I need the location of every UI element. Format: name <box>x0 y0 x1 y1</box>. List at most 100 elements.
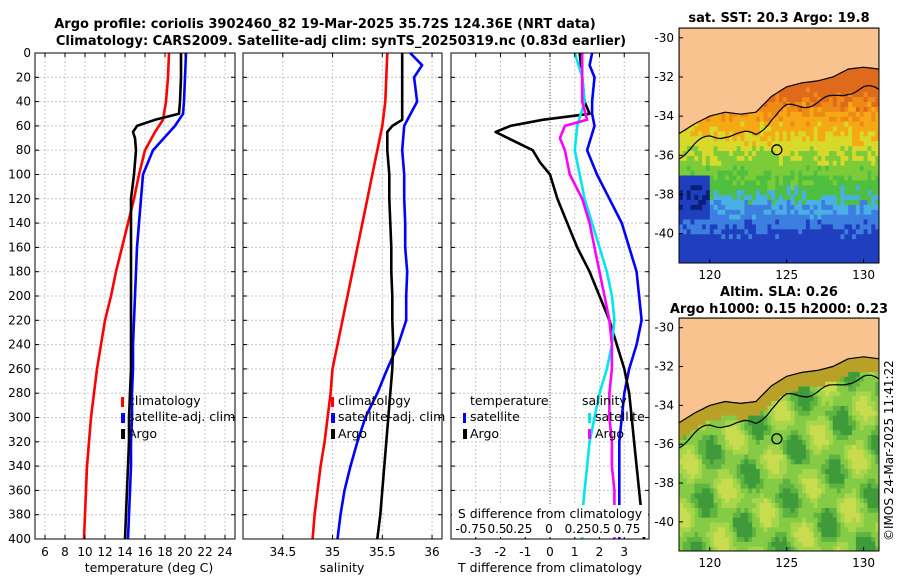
map-cell <box>805 204 811 210</box>
map-cell <box>763 150 769 156</box>
map-cell <box>755 121 761 127</box>
map-cell <box>729 199 734 205</box>
map-cell <box>875 458 879 465</box>
map-cell <box>686 228 692 235</box>
map-cell <box>817 526 822 533</box>
map-cell <box>771 209 776 215</box>
map-cell <box>694 526 699 533</box>
map-cell <box>859 453 865 460</box>
map-cell <box>859 218 865 225</box>
map-cell <box>767 478 772 484</box>
map-cell <box>802 395 807 402</box>
map-cell <box>802 253 807 259</box>
map-cell <box>844 521 849 528</box>
map-cell <box>775 130 780 137</box>
map-cell <box>682 463 688 470</box>
map-cell <box>871 546 876 551</box>
map-cell <box>725 233 730 240</box>
map-cell <box>840 468 845 474</box>
map-cell <box>867 487 872 494</box>
map-cell <box>786 507 792 513</box>
map-cell <box>844 473 849 479</box>
map-cell <box>717 228 722 235</box>
map-cell <box>867 91 872 98</box>
map-cell <box>855 199 861 205</box>
map-cell <box>875 415 879 421</box>
map-cell <box>852 483 857 489</box>
map-cell <box>744 130 749 137</box>
map-cell <box>690 492 695 499</box>
map-cell <box>805 517 811 523</box>
map-cell <box>713 405 719 411</box>
map-cell <box>759 517 765 523</box>
map-cell <box>829 140 834 147</box>
map-cell <box>767 395 772 402</box>
map-cell <box>682 444 688 450</box>
map-cell <box>740 429 745 436</box>
map-cell <box>767 439 772 445</box>
map-cell <box>759 526 765 533</box>
map-cell <box>759 483 765 489</box>
map-cell <box>813 258 819 263</box>
map-cell <box>825 145 830 151</box>
map-cell <box>829 253 834 259</box>
map-cell <box>725 453 730 460</box>
map-cell <box>798 184 803 191</box>
map-cell <box>840 492 845 499</box>
map-cell <box>713 458 719 465</box>
map-cell <box>786 473 792 479</box>
map-cell <box>836 140 842 147</box>
map-cell <box>809 400 815 406</box>
map-cell <box>863 86 869 93</box>
map-cell <box>732 238 738 244</box>
map-cell <box>752 150 757 156</box>
map-cell <box>836 121 842 127</box>
map-cell <box>732 429 738 436</box>
map-cell <box>825 194 830 200</box>
map-cell <box>852 434 857 440</box>
map-cell <box>863 184 869 191</box>
map-cell <box>775 458 780 465</box>
map-cell <box>759 150 765 156</box>
map-cell <box>802 487 807 494</box>
map-cell <box>871 81 876 88</box>
map-cell <box>771 517 776 523</box>
map-cell <box>767 111 772 117</box>
map-cell <box>817 502 822 508</box>
map-cell <box>825 381 830 387</box>
map-cell <box>682 204 688 210</box>
map-cell <box>867 410 872 416</box>
map-cell <box>809 463 815 470</box>
map-cell <box>748 526 753 533</box>
map-cell <box>813 386 819 392</box>
map-cell <box>713 483 719 489</box>
map-cell <box>836 400 842 406</box>
map-cell <box>740 473 745 479</box>
map-cell <box>790 478 795 484</box>
map-cell <box>763 155 769 161</box>
map-cell <box>775 386 780 392</box>
map-cell <box>686 449 692 455</box>
map-cell <box>709 194 715 200</box>
map-cell <box>786 106 792 112</box>
map-cell <box>859 121 865 127</box>
map-cell <box>740 483 745 489</box>
map-cell <box>848 253 853 259</box>
map-cell <box>852 179 857 186</box>
map-cell <box>809 233 815 240</box>
map-cell <box>767 218 772 225</box>
map-cell <box>679 531 684 538</box>
map-cell <box>840 209 845 215</box>
map-cell <box>817 439 822 445</box>
map-cell <box>694 209 699 215</box>
map-cell <box>690 517 695 523</box>
map-cell <box>875 405 879 411</box>
map-cell <box>867 243 872 249</box>
map-cell <box>852 258 857 263</box>
map-cell <box>836 410 842 416</box>
map-cell <box>848 386 853 392</box>
map-cell <box>698 228 703 235</box>
map-cell <box>775 463 780 470</box>
map-cell <box>740 209 745 215</box>
map-cell <box>759 458 765 465</box>
